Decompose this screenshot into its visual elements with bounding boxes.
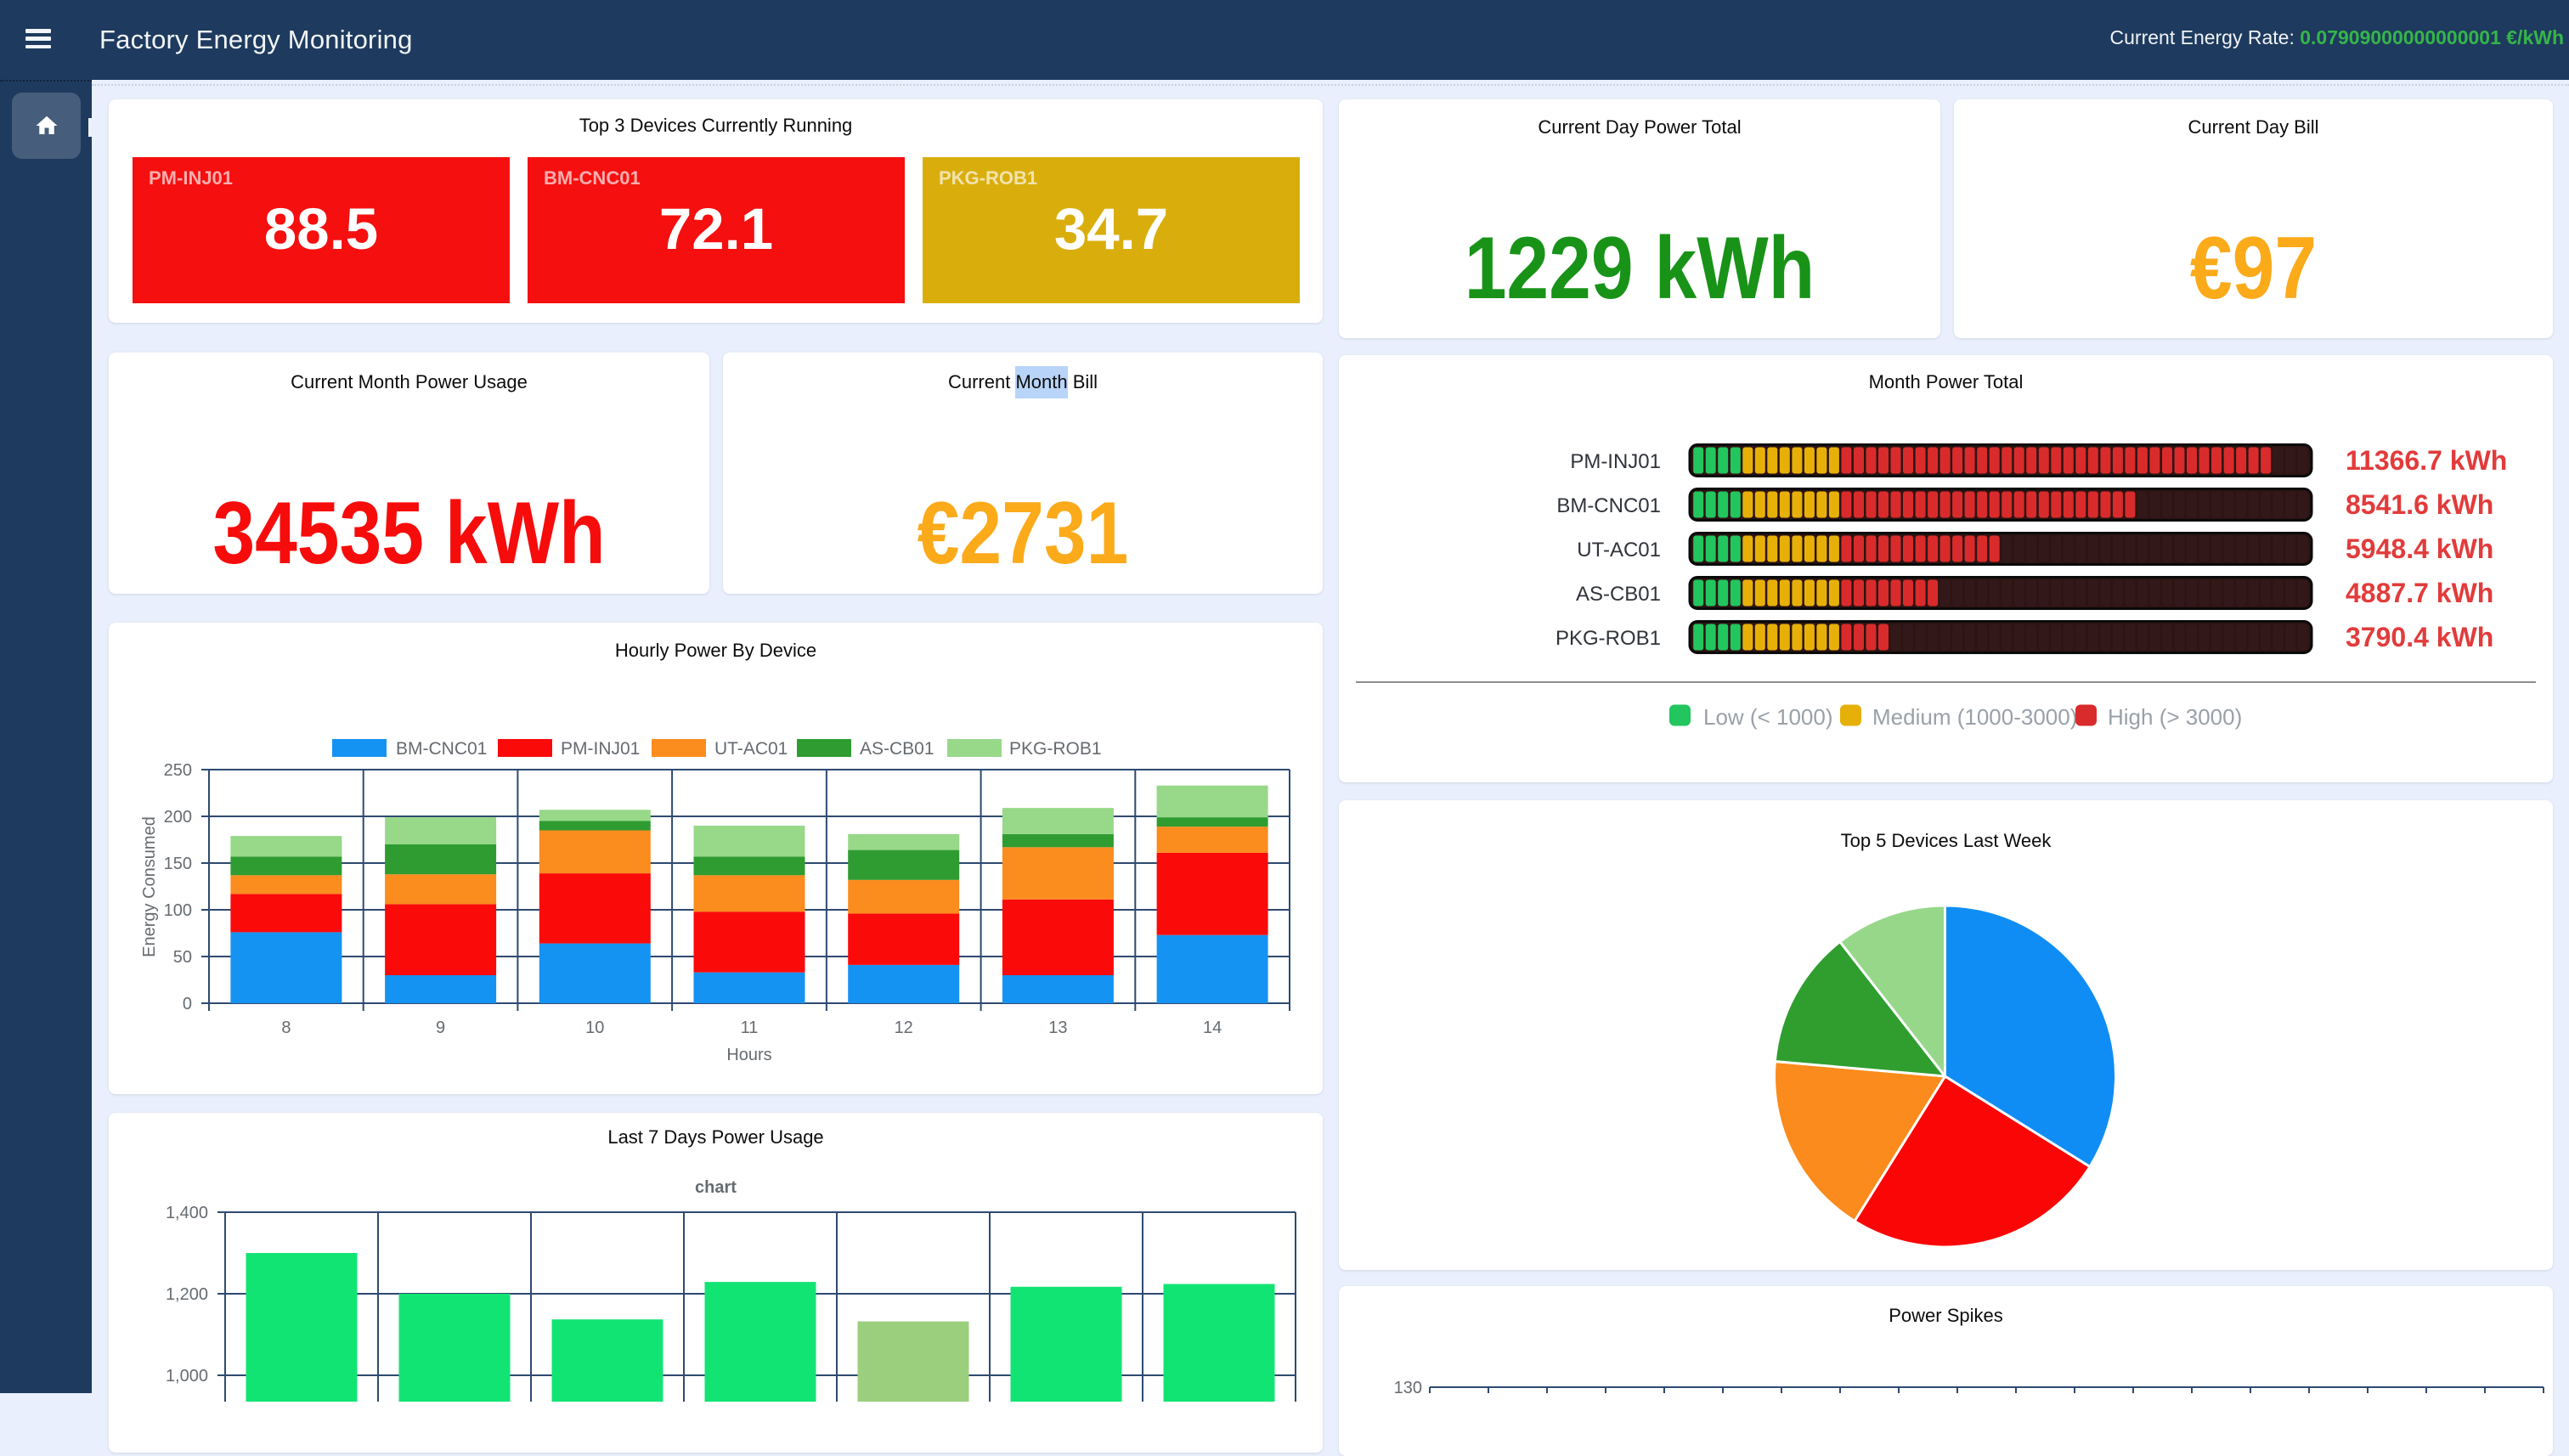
svg-text:8: 8 xyxy=(281,1019,291,1037)
svg-text:Energy Consumed: Energy Consumed xyxy=(140,816,159,957)
svg-text:Low (< 1000): Low (< 1000) xyxy=(1703,704,1832,730)
svg-text:130: 130 xyxy=(1394,1379,1422,1393)
svg-text:BM-CNC01: BM-CNC01 xyxy=(1556,494,1661,517)
svg-text:10: 10 xyxy=(585,1019,604,1037)
svg-text:8541.6 kWh: 8541.6 kWh xyxy=(2346,489,2493,520)
svg-text:AS-CB01: AS-CB01 xyxy=(860,739,934,759)
svg-text:3790.4 kWh: 3790.4 kWh xyxy=(2346,622,2493,652)
svg-text:High (> 3000): High (> 3000) xyxy=(2108,704,2242,730)
svg-text:AS-CB01: AS-CB01 xyxy=(1576,583,1661,606)
svg-text:9: 9 xyxy=(436,1019,445,1037)
svg-text:13: 13 xyxy=(1048,1019,1067,1037)
svg-text:UT-AC01: UT-AC01 xyxy=(1577,539,1661,562)
svg-text:250: 250 xyxy=(164,761,192,780)
svg-text:100: 100 xyxy=(164,901,192,920)
svg-text:5948.4 kWh: 5948.4 kWh xyxy=(2346,533,2493,564)
svg-text:0: 0 xyxy=(183,995,192,1013)
svg-text:PKG-ROB1: PKG-ROB1 xyxy=(1009,739,1102,759)
svg-text:BM-CNC01: BM-CNC01 xyxy=(396,739,487,759)
svg-text:14: 14 xyxy=(1203,1019,1222,1037)
svg-text:200: 200 xyxy=(164,808,192,827)
svg-text:1,200: 1,200 xyxy=(166,1285,208,1304)
svg-text:Hours: Hours xyxy=(726,1046,771,1064)
svg-text:50: 50 xyxy=(173,948,192,967)
svg-text:11: 11 xyxy=(741,1019,759,1037)
svg-text:12: 12 xyxy=(895,1019,913,1037)
svg-text:PM-INJ01: PM-INJ01 xyxy=(1570,450,1661,473)
svg-text:150: 150 xyxy=(164,855,192,873)
svg-text:11366.7 kWh: 11366.7 kWh xyxy=(2346,445,2507,476)
svg-text:PM-INJ01: PM-INJ01 xyxy=(561,739,640,759)
svg-text:UT-AC01: UT-AC01 xyxy=(714,739,788,759)
svg-text:1,400: 1,400 xyxy=(166,1204,208,1222)
svg-text:PKG-ROB1: PKG-ROB1 xyxy=(1556,627,1661,650)
svg-text:4887.7 kWh: 4887.7 kWh xyxy=(2346,578,2493,608)
svg-text:1,000: 1,000 xyxy=(166,1367,208,1385)
svg-text:Medium (1000-3000): Medium (1000-3000) xyxy=(1872,704,2077,730)
